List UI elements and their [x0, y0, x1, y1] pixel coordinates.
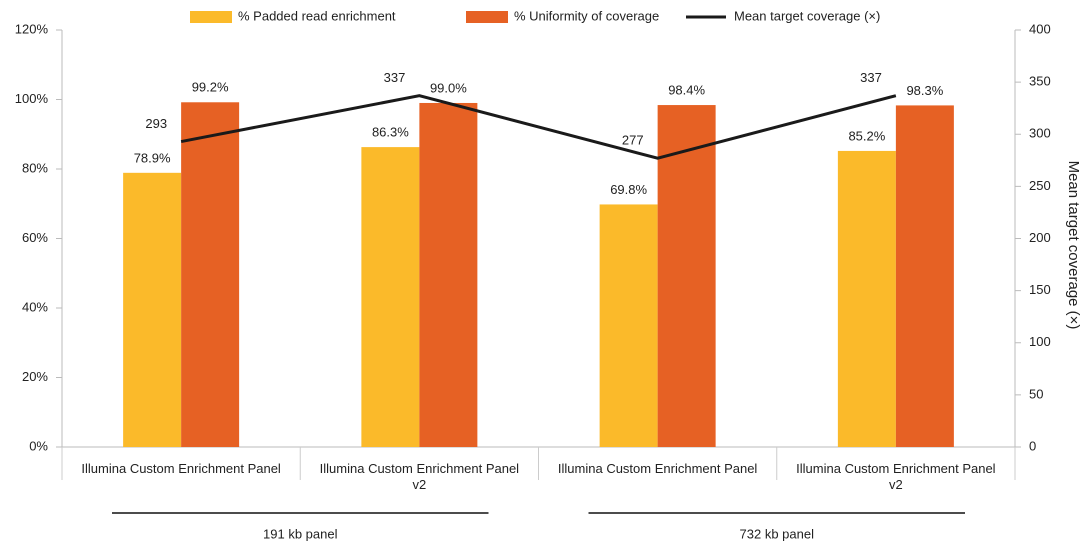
- bar: [181, 102, 240, 447]
- bar: [419, 102, 478, 447]
- legend-label: % Uniformity of coverage: [514, 8, 659, 23]
- y2-tick-label: 100: [1029, 334, 1051, 349]
- y-tick-label: 120%: [15, 21, 49, 36]
- y2-axis-title: Mean target coverage (×): [1065, 161, 1082, 330]
- y-tick-label: 60%: [22, 230, 48, 245]
- line-value-label: 277: [622, 133, 644, 148]
- y2-tick-label: 50: [1029, 386, 1043, 401]
- y2-tick-label: 400: [1029, 21, 1051, 36]
- y2-tick-label: 250: [1029, 178, 1051, 193]
- bar: [123, 172, 182, 447]
- value-label: 99.2%: [192, 80, 229, 95]
- y2-tick-label: 350: [1029, 74, 1051, 89]
- value-label: 69.8%: [610, 182, 647, 197]
- legend-label: % Padded read enrichment: [238, 8, 396, 23]
- value-label: 86.3%: [372, 125, 409, 140]
- line-value-label: 337: [860, 70, 882, 85]
- bar: [895, 105, 954, 447]
- value-label: 98.4%: [668, 82, 705, 97]
- group-label: 191 kb panel: [263, 526, 338, 541]
- value-label: 78.9%: [134, 150, 171, 165]
- bar: [599, 204, 658, 447]
- bar: [361, 147, 420, 448]
- value-label: 85.2%: [848, 128, 885, 143]
- value-label: 99.0%: [430, 80, 467, 95]
- y-tick-label: 40%: [22, 299, 48, 314]
- y-tick-label: 20%: [22, 369, 48, 384]
- y2-tick-label: 200: [1029, 230, 1051, 245]
- x-tick-label: Illumina Custom Enrichment Panel v2: [796, 461, 996, 492]
- y2-tick-label: 0: [1029, 438, 1036, 453]
- y-tick-label: 100%: [15, 91, 49, 106]
- y-tick-label: 80%: [22, 160, 48, 175]
- x-tick-label: Illumina Custom Enrichment Panel: [557, 461, 758, 476]
- legend-swatch: [466, 11, 508, 23]
- legend-label: Mean target coverage (×): [734, 8, 880, 23]
- y-tick-label: 0%: [29, 438, 48, 453]
- line-value-label: 293: [145, 116, 167, 131]
- x-tick-label: Illumina Custom Enrichment Panel: [81, 461, 281, 476]
- legend-swatch: [190, 11, 232, 23]
- y2-tick-label: 150: [1029, 282, 1051, 297]
- y2-tick-label: 300: [1029, 126, 1051, 141]
- group-label: 732 kb panel: [740, 526, 815, 541]
- x-tick-label: Illumina Custom Enrichment Panel v2: [319, 461, 520, 492]
- line: [180, 94, 897, 160]
- line-value-label: 337: [384, 70, 406, 85]
- value-label: 98.3%: [906, 83, 943, 98]
- bar: [837, 150, 896, 447]
- bar: [657, 105, 716, 447]
